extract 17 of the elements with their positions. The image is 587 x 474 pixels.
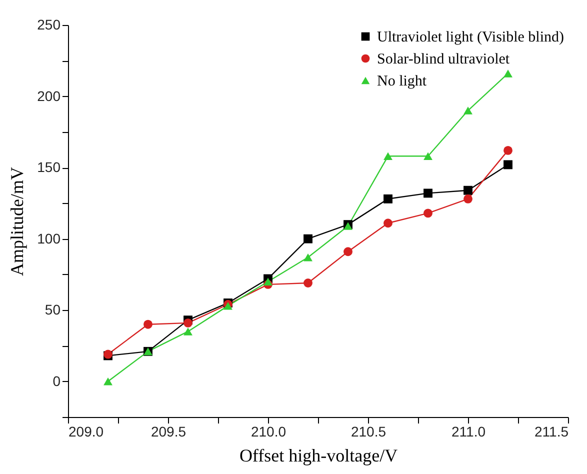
y-tick-label: 200	[37, 88, 61, 104]
y-tick-label: 250	[37, 16, 61, 32]
x-tick-label: 209.0	[68, 424, 104, 440]
x-tick-label: 210.5	[350, 424, 386, 440]
y-tick-label: 150	[37, 159, 61, 176]
y-tick-label: 50	[44, 302, 61, 318]
x-tick-label: 210.0	[250, 424, 286, 440]
legend-label: Ultraviolet light (Visible blind)	[377, 30, 564, 46]
legend-label: Solar-blind ultraviolet	[377, 52, 510, 68]
x-tick-label: 211.5	[534, 424, 569, 440]
y-tick-label: 100	[37, 230, 61, 246]
x-axis-title: Offset high-voltage/V	[239, 446, 398, 466]
x-tick-label: 211.0	[452, 424, 486, 440]
y-tick-label: 0	[52, 372, 61, 389]
x-tick-label: 209.5	[150, 424, 186, 440]
y-axis-title: Amplitude/mV	[7, 167, 28, 276]
legend-label: No light	[377, 74, 428, 90]
